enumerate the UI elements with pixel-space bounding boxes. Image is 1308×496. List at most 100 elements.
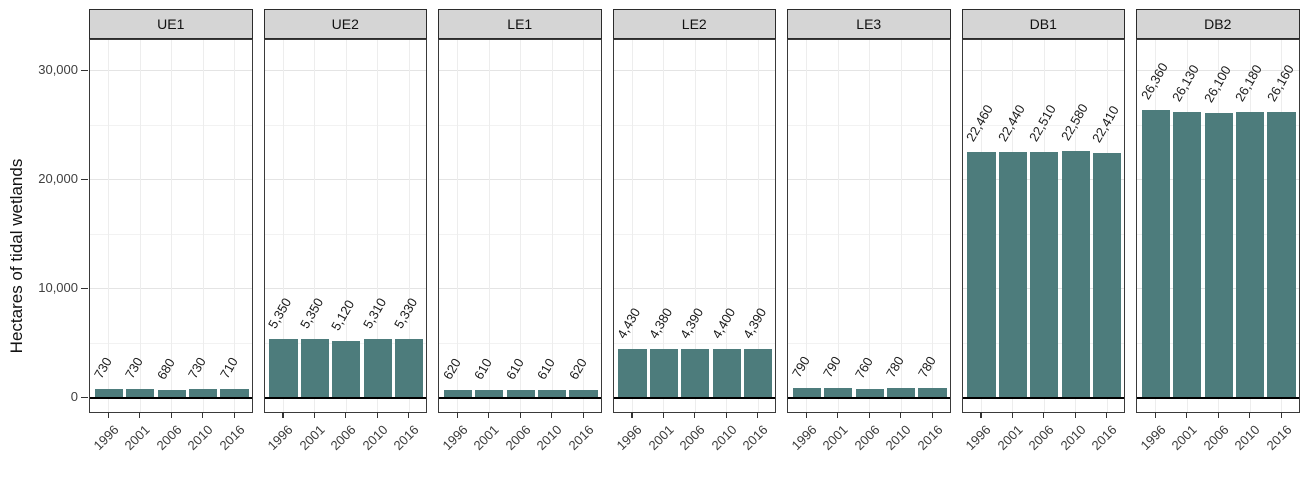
gridline-major <box>90 179 252 180</box>
bar-value-label: 26,100 <box>1200 62 1234 105</box>
y-tick-mark <box>81 397 88 398</box>
x-tick-mark <box>1011 412 1013 418</box>
bar-value-label: 26,180 <box>1232 61 1266 104</box>
bar <box>538 390 567 397</box>
bar-value-label: 730 <box>122 354 147 382</box>
gridline-vertical <box>837 40 839 412</box>
y-tick-mark <box>81 70 88 71</box>
y-axis-title: Hectares of tidal wetlands <box>7 158 26 354</box>
bar <box>1204 112 1233 397</box>
bar-value-label: 26,130 <box>1169 62 1203 105</box>
x-tick-mark <box>551 412 553 418</box>
gridline-minor <box>613 233 775 235</box>
gridline-major <box>1137 70 1299 71</box>
bar-value-label: 5,330 <box>391 295 421 331</box>
bar <box>618 348 647 397</box>
gridline-vertical <box>282 40 284 412</box>
bar <box>94 389 123 397</box>
bar <box>443 390 472 397</box>
bar <box>300 338 329 397</box>
x-tick-mark <box>313 412 315 418</box>
bar-value-label: 5,350 <box>296 294 327 331</box>
gridline-vertical <box>202 40 204 412</box>
gridline-minor <box>613 342 775 344</box>
gridline-major <box>90 70 252 71</box>
bar <box>269 338 298 397</box>
bar-value-label: 610 <box>534 356 559 383</box>
gridline-minor <box>264 233 426 235</box>
zero-line <box>90 397 252 399</box>
bar-value-label: 780 <box>883 354 908 381</box>
x-tick-mark <box>345 412 347 418</box>
x-tick-mark <box>1074 412 1076 418</box>
x-tick-mark <box>837 412 839 418</box>
bar <box>1267 111 1296 397</box>
gridline-major <box>264 288 426 289</box>
x-tick-mark <box>980 412 982 418</box>
x-tick-mark <box>868 412 870 418</box>
x-tick-mark <box>805 412 808 418</box>
bar-value-label: 4,390 <box>677 305 707 342</box>
bar-value-label: 22,510 <box>1026 101 1060 144</box>
bar-value-label: 5,350 <box>265 294 295 331</box>
y-tick-mark <box>81 288 88 289</box>
bar <box>126 389 155 397</box>
gridline-major <box>439 288 601 289</box>
zero-line <box>264 397 426 399</box>
gridline-minor <box>264 124 426 126</box>
x-tick-mark <box>1106 412 1108 418</box>
y-tick-mark <box>81 179 88 180</box>
panel-plot-area-LE3: 790 790 760 780 780 <box>787 39 951 413</box>
gridline-major <box>439 70 601 71</box>
facet-strip-label: DB1 <box>1029 16 1057 32</box>
bar <box>1236 111 1265 397</box>
y-tick-label: 10,000 <box>38 280 78 295</box>
bar-value-label: 26,160 <box>1263 61 1297 104</box>
bar-value-label: 730 <box>90 354 115 382</box>
x-tick-mark <box>694 412 696 418</box>
bar <box>743 349 773 397</box>
facet-strip-UE2: UE2 <box>263 9 427 39</box>
bar <box>1061 150 1090 397</box>
gridline-vertical <box>726 40 728 412</box>
bar-value-label: 790 <box>788 354 813 381</box>
bar-value-label: 680 <box>153 355 178 382</box>
x-tick-mark <box>1217 412 1219 418</box>
panel-plot-area-LE1: 620 610 610 610 620 <box>438 39 602 413</box>
x-tick-mark <box>631 412 633 418</box>
bar <box>1141 109 1170 397</box>
gridline-vertical <box>520 40 522 412</box>
gridline-minor <box>90 342 252 344</box>
bar <box>363 339 392 397</box>
bar-value-label: 22,460 <box>963 102 997 145</box>
zero-line <box>788 397 950 399</box>
y-tick-label: 0 <box>70 389 78 404</box>
gridline-vertical <box>345 40 347 412</box>
gridline-minor <box>439 233 601 235</box>
x-tick-mark <box>456 412 459 418</box>
gridline-vertical <box>234 40 236 412</box>
x-tick-mark <box>662 412 664 418</box>
gridline-minor <box>788 124 950 126</box>
x-tick-mark <box>233 412 235 418</box>
bar <box>569 390 598 397</box>
bar <box>220 389 249 397</box>
facet-strip-label: LE1 <box>507 16 533 32</box>
x-tick-mark <box>408 412 410 418</box>
bar <box>918 388 947 397</box>
gridline-major <box>613 70 775 71</box>
gridline-minor <box>439 124 601 126</box>
bar <box>998 152 1027 397</box>
gridline-major <box>613 179 775 180</box>
x-tick-mark <box>1280 412 1282 418</box>
panel-plot-area-UE1: 730 730 680 730 710 <box>89 39 253 413</box>
gridline-vertical <box>806 40 808 412</box>
gridline-vertical <box>314 40 316 412</box>
x-tick-mark <box>376 412 378 418</box>
zero-line <box>613 397 775 399</box>
x-tick-mark <box>1186 412 1188 418</box>
zero-line <box>962 397 1124 399</box>
bar <box>649 349 678 397</box>
bar <box>824 388 853 397</box>
